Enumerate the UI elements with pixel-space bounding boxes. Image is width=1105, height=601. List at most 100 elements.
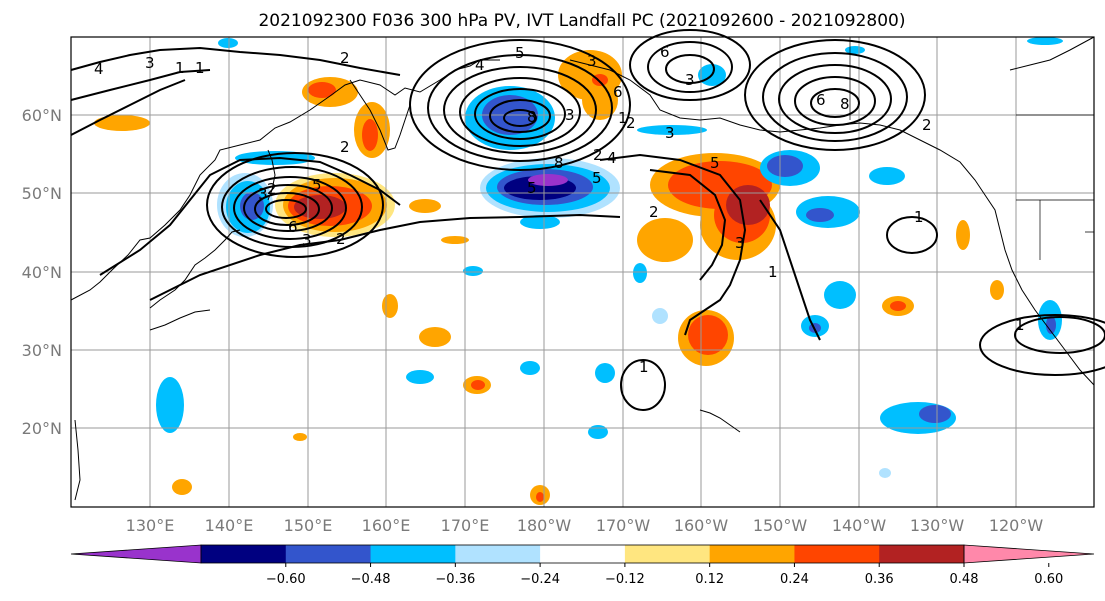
contour-label: 4 bbox=[475, 56, 485, 74]
contour-label: 2 bbox=[922, 116, 932, 134]
contour-label: 1 bbox=[914, 208, 924, 226]
shade-negative bbox=[767, 155, 803, 177]
lon-label: 160°E bbox=[362, 516, 411, 535]
map-title: 2021092300 F036 300 hPa PV, IVT Landfall… bbox=[258, 11, 905, 31]
contour-label: 2 bbox=[593, 146, 603, 164]
shade-positive bbox=[294, 195, 346, 219]
colorbar-segment bbox=[624, 545, 711, 563]
contour-label: 2 bbox=[649, 203, 659, 221]
shade-positive bbox=[536, 492, 544, 502]
contour-label: 3 bbox=[145, 54, 155, 72]
shade-negative bbox=[520, 215, 560, 229]
colorbar-extend-low bbox=[70, 544, 202, 564]
colorbar-tick-label: 0.36 bbox=[865, 572, 894, 587]
colorbar-segment bbox=[455, 545, 541, 563]
contour-label: 6 bbox=[816, 91, 826, 109]
colorbar-segment bbox=[285, 545, 372, 563]
shade-negative bbox=[806, 208, 834, 222]
shade-positive bbox=[582, 80, 618, 120]
pc-shading-layer bbox=[94, 37, 1063, 505]
contour-label: 3 bbox=[565, 106, 575, 124]
contour-label: 3 bbox=[302, 231, 312, 249]
shade-positive bbox=[382, 294, 398, 318]
colorbar-tick-label: −0.12 bbox=[605, 572, 645, 587]
contour-label: 2 bbox=[340, 49, 350, 67]
shade-negative bbox=[633, 263, 647, 283]
colorbar-tick-label: 0.48 bbox=[950, 572, 979, 587]
colorbar-segment bbox=[370, 545, 456, 563]
shade-positive bbox=[409, 199, 441, 213]
lon-label: 170°W bbox=[596, 516, 651, 535]
shade-positive bbox=[94, 115, 150, 131]
colorbar-extend-high bbox=[963, 544, 1095, 564]
shade-positive bbox=[688, 315, 728, 355]
shade-negative bbox=[637, 125, 707, 135]
contour-label: 5 bbox=[515, 44, 525, 62]
contour-label-layer: 4 3 2 1 1 2 3 2 3 5 5 5 6 4 3 8 8 3 6 2 … bbox=[94, 43, 1025, 376]
contour-label: 2 bbox=[267, 180, 277, 198]
pv-contours bbox=[70, 29, 1105, 411]
colorbar-tick-label: −0.36 bbox=[435, 572, 475, 587]
lat-label: 20°N bbox=[22, 419, 62, 438]
lon-label: 170°E bbox=[441, 516, 490, 535]
colorbar-tick-label: 0.60 bbox=[1034, 572, 1063, 587]
shade-positive bbox=[419, 327, 451, 347]
contour-label: 2 bbox=[626, 114, 636, 132]
shade-positive bbox=[172, 479, 192, 495]
contour-label: 1 bbox=[618, 109, 628, 127]
graticule bbox=[71, 37, 1094, 507]
shade-negative bbox=[869, 167, 905, 185]
shade-negative bbox=[879, 468, 891, 478]
shade-negative bbox=[588, 425, 608, 439]
contour-label: 4 bbox=[94, 60, 104, 78]
shade-negative bbox=[919, 405, 951, 423]
contour-label: 3 bbox=[587, 52, 597, 70]
lon-label: 140°E bbox=[205, 516, 254, 535]
shade-negative bbox=[652, 308, 668, 324]
lon-label: 150°E bbox=[284, 516, 333, 535]
contour-label: 3 bbox=[735, 234, 745, 252]
map-frame bbox=[70, 36, 1095, 508]
lat-label: 50°N bbox=[22, 184, 62, 203]
contour-label: 3 bbox=[258, 185, 268, 203]
lon-label: 120°W bbox=[989, 516, 1044, 535]
shade-positive bbox=[956, 220, 970, 250]
contour-label: 5 bbox=[527, 179, 537, 197]
contour-label: 1 bbox=[175, 59, 185, 77]
contour-label: 3 bbox=[665, 124, 675, 142]
shade-positive bbox=[441, 236, 469, 244]
shade-positive bbox=[637, 218, 693, 262]
contour-label: 6 bbox=[660, 43, 670, 61]
shade-negative bbox=[156, 377, 184, 433]
contour-label: 2 bbox=[336, 230, 346, 248]
shade-negative bbox=[824, 281, 856, 309]
contour-label: 4 bbox=[607, 149, 617, 167]
colorbar-tick-label: 0.12 bbox=[695, 572, 724, 587]
contour-label: 6 bbox=[288, 218, 298, 236]
colorbar-tick-label: −0.48 bbox=[351, 572, 391, 587]
colorbar-segment bbox=[709, 545, 795, 563]
shade-negative bbox=[463, 266, 483, 276]
lon-label: 140°W bbox=[832, 516, 887, 535]
colorbar-outline bbox=[200, 544, 965, 564]
shade-negative bbox=[1046, 316, 1056, 334]
lon-label: 130°W bbox=[910, 516, 965, 535]
contour-label: 3 bbox=[685, 71, 695, 89]
shade-negative bbox=[218, 38, 238, 48]
shade-negative bbox=[406, 370, 434, 384]
longitude-labels: 130°E 140°E 150°E 160°E 170°E 180°W 170°… bbox=[126, 516, 1044, 535]
lon-label: 180°W bbox=[517, 516, 572, 535]
shade-positive bbox=[471, 380, 485, 390]
shade-positive bbox=[362, 119, 378, 151]
latitude-labels: 60°N 50°N 40°N 30°N 20°N bbox=[22, 106, 62, 438]
contour-label: 8 bbox=[527, 108, 537, 126]
contour-label: 8 bbox=[554, 154, 564, 172]
lat-label: 60°N bbox=[22, 106, 62, 125]
shade-positive bbox=[990, 280, 1004, 300]
shade-positive bbox=[293, 433, 307, 441]
lon-label: 150°W bbox=[753, 516, 808, 535]
colorbar-segment bbox=[201, 545, 287, 563]
colorbar-tick-label: −0.60 bbox=[266, 572, 306, 587]
lon-label: 160°W bbox=[674, 516, 729, 535]
